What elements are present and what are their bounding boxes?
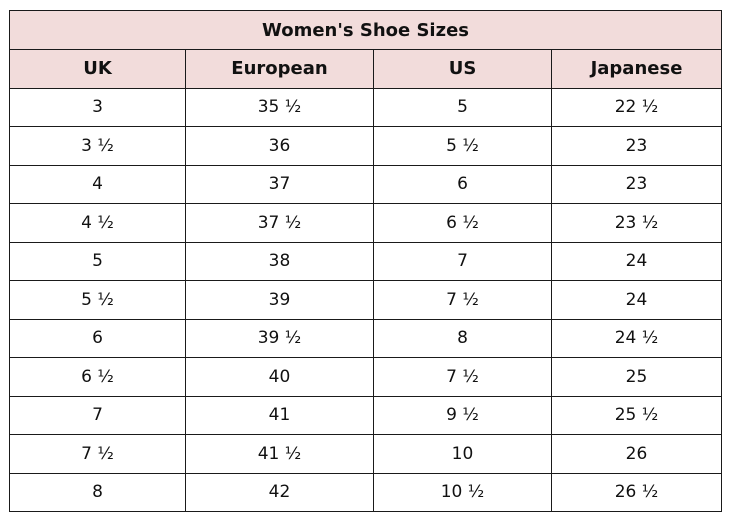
cell-uk: 7 bbox=[9, 395, 186, 435]
cell-us: 7 ½ bbox=[373, 280, 552, 320]
cell-european: 38 bbox=[185, 241, 374, 281]
column-header-japanese: Japanese bbox=[551, 49, 722, 89]
column-header-european: European bbox=[185, 49, 374, 89]
table-row: 7 ½ 41 ½ 10 26 bbox=[9, 434, 722, 474]
cell-european: 42 bbox=[185, 472, 374, 512]
table-row: 4 37 6 23 bbox=[9, 164, 722, 204]
cell-japanese: 23 ½ bbox=[551, 203, 722, 243]
cell-uk: 4 bbox=[9, 164, 186, 204]
cell-japanese: 22 ½ bbox=[551, 87, 722, 127]
table-row: 5 ½ 39 7 ½ 24 bbox=[9, 280, 722, 320]
cell-european: 40 bbox=[185, 357, 374, 397]
table-title: Women's Shoe Sizes bbox=[9, 10, 722, 50]
cell-japanese: 25 bbox=[551, 357, 722, 397]
cell-us: 8 bbox=[373, 318, 552, 358]
table-row: 3 ½ 36 5 ½ 23 bbox=[9, 126, 722, 166]
column-header-us: US bbox=[373, 49, 552, 89]
shoe-size-table: Women's Shoe Sizes UK European US Japanese … bbox=[9, 10, 722, 512]
cell-japanese: 26 bbox=[551, 434, 722, 474]
cell-european: 36 bbox=[185, 126, 374, 166]
cell-european: 39 ½ bbox=[185, 318, 374, 358]
table-row: 5 38 7 24 bbox=[9, 241, 722, 281]
cell-european: 37 bbox=[185, 164, 374, 204]
cell-uk: 7 ½ bbox=[9, 434, 186, 474]
cell-uk: 5 ½ bbox=[9, 280, 186, 320]
cell-japanese: 24 ½ bbox=[551, 318, 722, 358]
cell-uk: 4 ½ bbox=[9, 203, 186, 243]
cell-japanese: 24 bbox=[551, 280, 722, 320]
table-row: 7 41 9 ½ 25 ½ bbox=[9, 395, 722, 435]
cell-uk: 3 bbox=[9, 87, 186, 127]
cell-us: 6 ½ bbox=[373, 203, 552, 243]
table-row: 3 35 ½ 5 22 ½ bbox=[9, 87, 722, 127]
cell-uk: 5 bbox=[9, 241, 186, 281]
cell-european: 41 ½ bbox=[185, 434, 374, 474]
cell-us: 6 bbox=[373, 164, 552, 204]
cell-japanese: 24 bbox=[551, 241, 722, 281]
cell-japanese: 26 ½ bbox=[551, 472, 722, 512]
cell-uk: 3 ½ bbox=[9, 126, 186, 166]
cell-uk: 8 bbox=[9, 472, 186, 512]
cell-uk: 6 bbox=[9, 318, 186, 358]
cell-european: 39 bbox=[185, 280, 374, 320]
cell-us: 7 ½ bbox=[373, 357, 552, 397]
cell-european: 37 ½ bbox=[185, 203, 374, 243]
cell-uk: 6 ½ bbox=[9, 357, 186, 397]
table-row: 8 42 10 ½ 26 ½ bbox=[9, 472, 722, 512]
cell-japanese: 25 ½ bbox=[551, 395, 722, 435]
cell-us: 9 ½ bbox=[373, 395, 552, 435]
table-row: 6 39 ½ 8 24 ½ bbox=[9, 318, 722, 358]
column-header-uk: UK bbox=[9, 49, 186, 89]
table-row: 6 ½ 40 7 ½ 25 bbox=[9, 357, 722, 397]
cell-us: 10 ½ bbox=[373, 472, 552, 512]
cell-us: 10 bbox=[373, 434, 552, 474]
cell-us: 5 bbox=[373, 87, 552, 127]
cell-us: 5 ½ bbox=[373, 126, 552, 166]
cell-european: 41 bbox=[185, 395, 374, 435]
cell-japanese: 23 bbox=[551, 164, 722, 204]
cell-european: 35 ½ bbox=[185, 87, 374, 127]
cell-us: 7 bbox=[373, 241, 552, 281]
cell-japanese: 23 bbox=[551, 126, 722, 166]
header-row: UK European US Japanese bbox=[9, 49, 722, 89]
